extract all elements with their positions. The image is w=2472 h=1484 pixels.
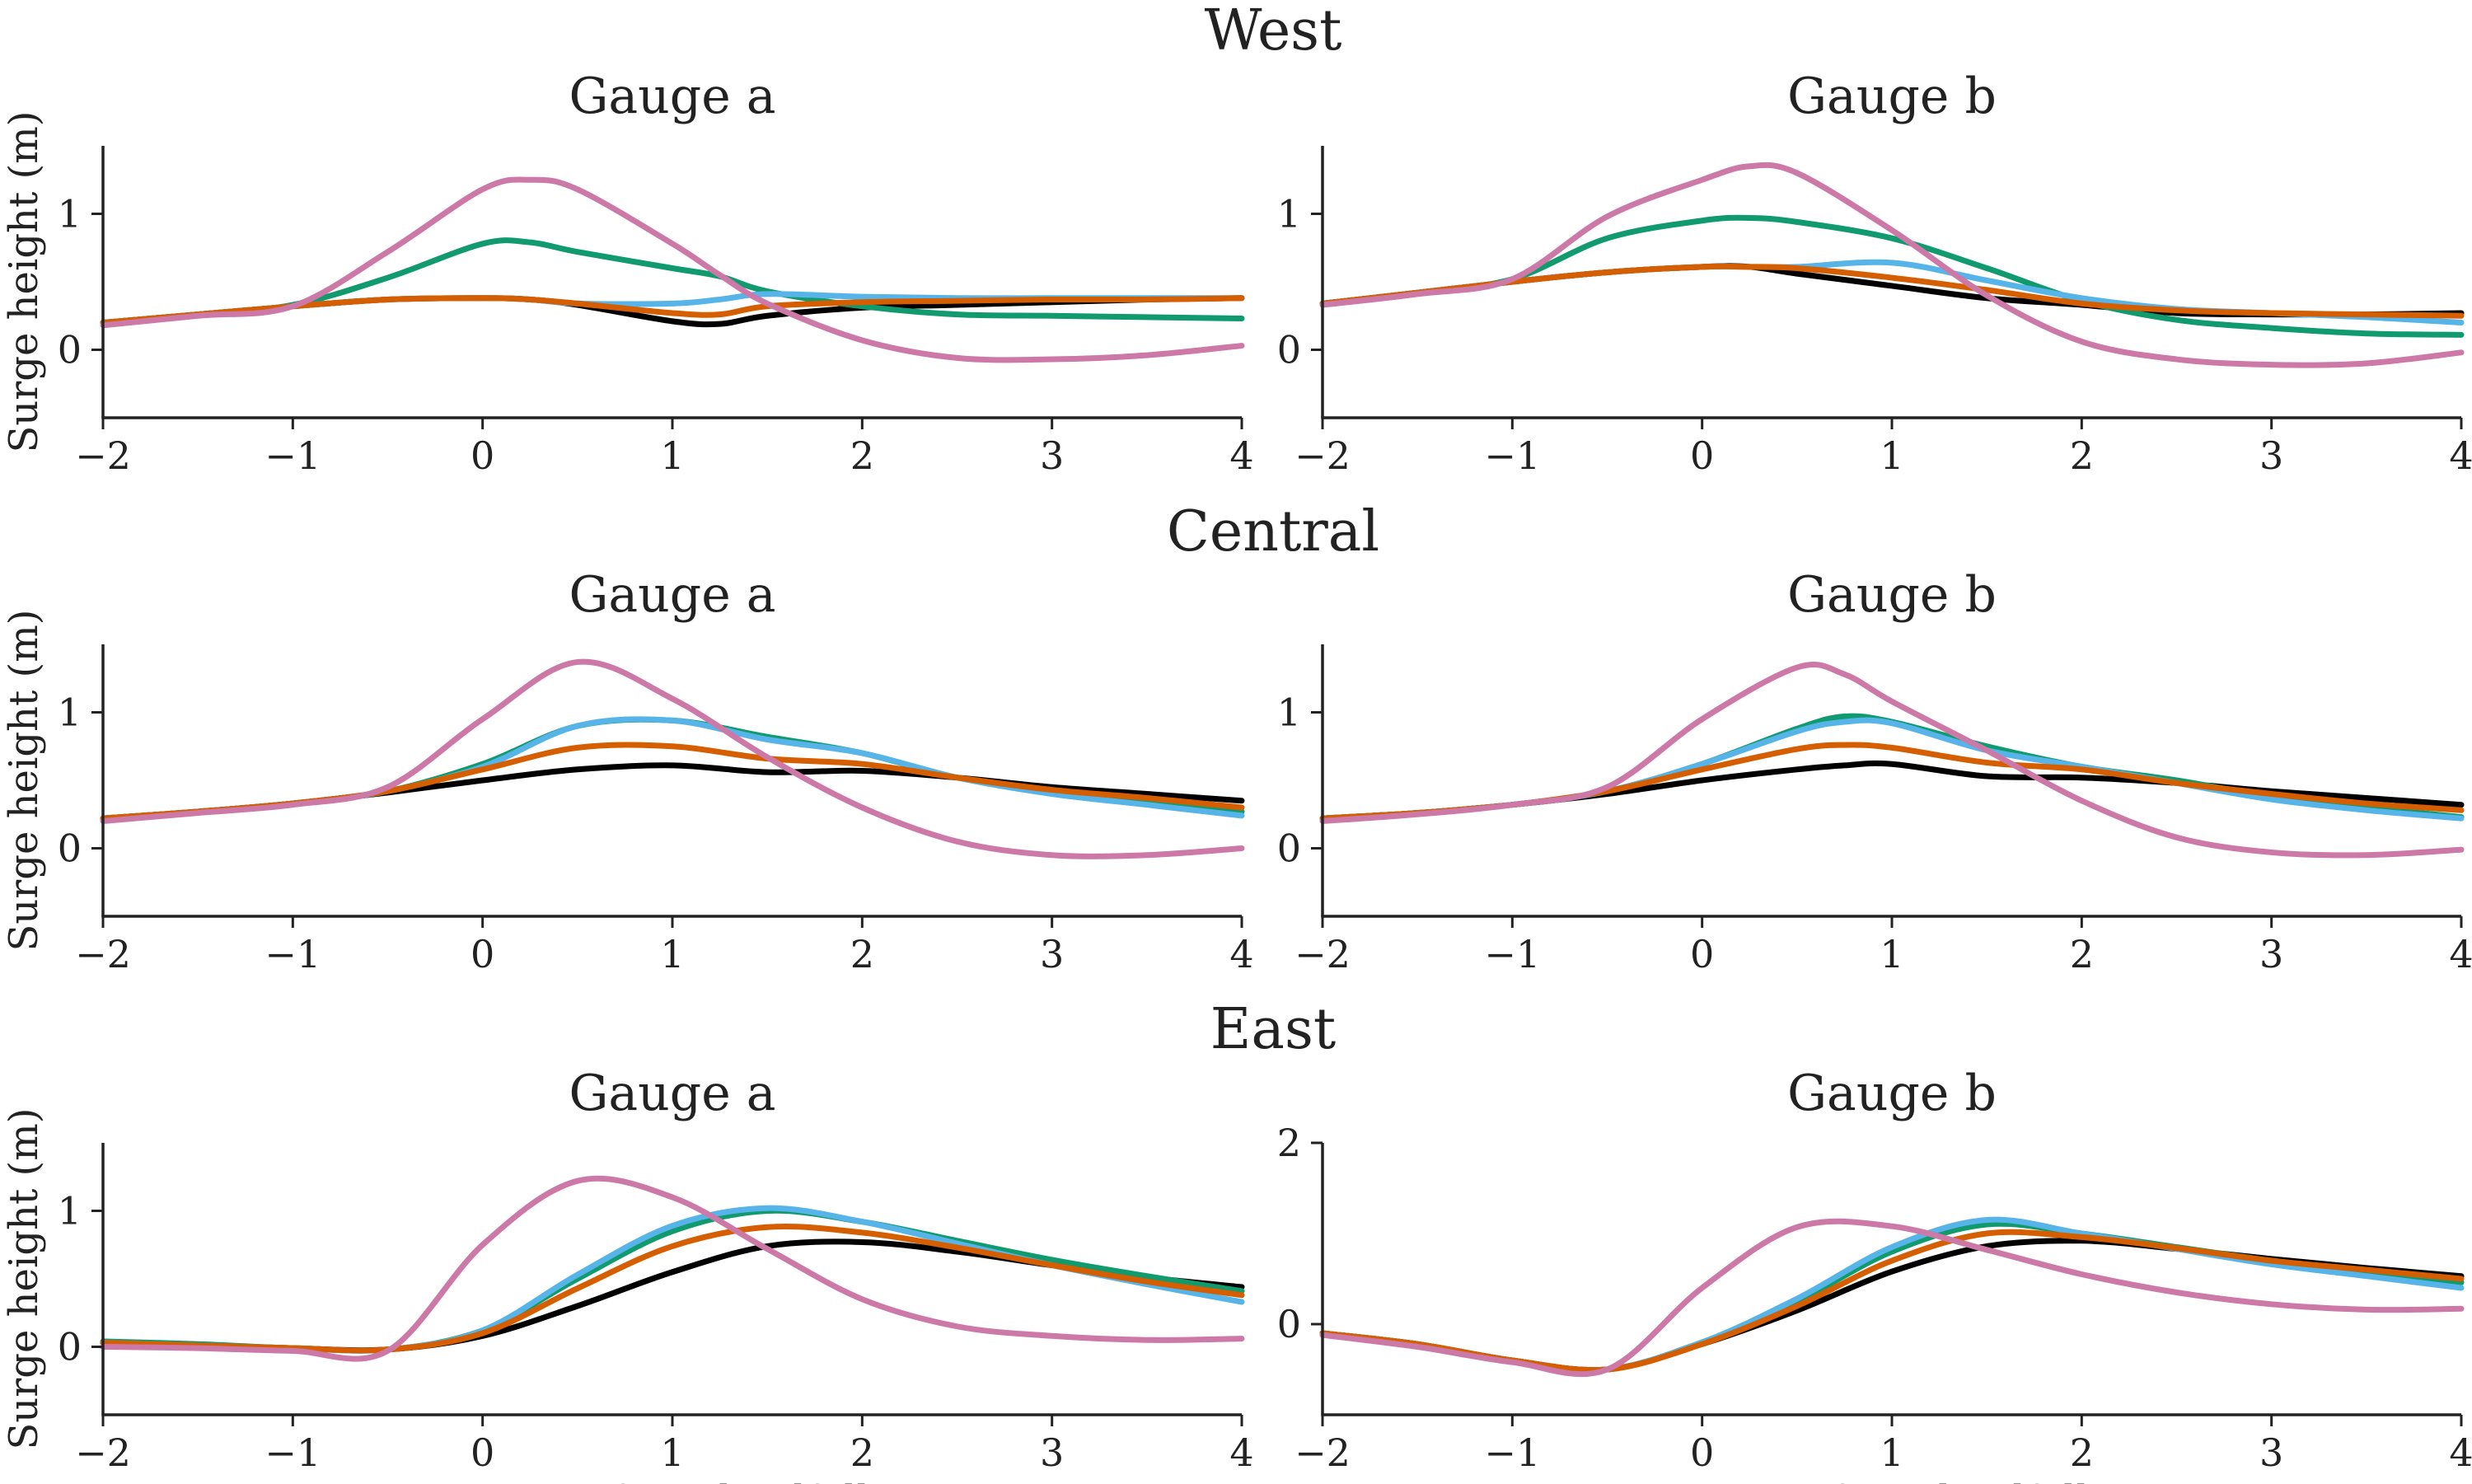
- panel-title: Gauge a: [569, 68, 775, 125]
- x-tick-label: −2: [75, 932, 131, 976]
- series-line-sky: [1319, 717, 2465, 822]
- panel-6: Gauge b −2 −1 0 1 2 3 4 0 2 Hours from landfall: [1277, 1065, 2472, 1484]
- series-line-pink: [1319, 662, 2465, 859]
- y-tick-label: 1: [1277, 691, 1301, 735]
- x-tick-label: 1: [660, 433, 684, 478]
- x-tick-label: 1: [1880, 932, 1903, 976]
- x-tick-label: −1: [1484, 433, 1540, 478]
- series-group: [100, 658, 1245, 859]
- x-tick-label: 2: [850, 433, 874, 478]
- y-tick-label: 0: [1277, 1302, 1301, 1346]
- x-tick-label: 0: [1690, 1430, 1714, 1475]
- x-tick-label: −2: [75, 1430, 131, 1475]
- panel-2: Gauge b −2 −1 0 1 2 3 4 0 1: [1277, 68, 2472, 478]
- x-tick-label: 3: [2259, 1430, 2283, 1475]
- row-title-west: West: [1205, 0, 1342, 63]
- x-tick-label: 2: [2070, 1430, 2094, 1475]
- panel-title: Gauge a: [569, 566, 775, 624]
- x-tick-label: 0: [1690, 932, 1714, 976]
- x-tick-label: 0: [1690, 433, 1714, 478]
- series-line-sky: [1319, 1216, 2465, 1374]
- y-tick-label: 2: [1277, 1121, 1301, 1165]
- series-line-pink: [100, 658, 1245, 859]
- x-tick-label: 0: [471, 932, 494, 976]
- x-tick-label: 3: [1040, 932, 1064, 976]
- x-tick-label: −1: [1484, 932, 1540, 976]
- row-title-central: Central: [1167, 499, 1379, 564]
- series-line-black: [1319, 263, 2465, 318]
- series-line-black: [100, 1238, 1245, 1354]
- panel-title: Gauge b: [1787, 1065, 1997, 1122]
- series-line-pink: [1319, 162, 2465, 368]
- y-tick-label: 1: [58, 691, 82, 735]
- y-tick-label: 0: [1277, 826, 1301, 871]
- x-tick-label: 3: [1040, 433, 1064, 478]
- series-group: [100, 1175, 1245, 1362]
- x-tick-label: 4: [1229, 1430, 1253, 1475]
- series-group: [1319, 1216, 2465, 1378]
- series-line-green: [100, 1207, 1245, 1354]
- y-tick-label: 0: [58, 1325, 82, 1369]
- x-tick-label: 4: [2449, 932, 2472, 976]
- panel-title: Gauge b: [1787, 68, 1997, 125]
- x-tick-label: 3: [2259, 433, 2283, 478]
- panel-4: Gauge b −2 −1 0 1 2 3 4 0 1: [1277, 566, 2472, 976]
- series-group: [1319, 662, 2465, 859]
- x-tick-label: −2: [1295, 932, 1351, 976]
- x-tick-label: −1: [265, 932, 321, 976]
- x-tick-label: 3: [2259, 932, 2283, 976]
- series-line-orange: [1319, 263, 2465, 319]
- panel-title: Gauge a: [569, 1065, 775, 1122]
- x-tick-label: −1: [265, 433, 321, 478]
- y-tick-label: 0: [58, 826, 82, 871]
- x-tick-label: 2: [2070, 932, 2094, 976]
- x-tick-label: −2: [1295, 1430, 1351, 1475]
- x-tick-label: 1: [1880, 433, 1903, 478]
- y-tick-label: 1: [58, 1189, 82, 1234]
- x-tick-label: 0: [471, 1430, 494, 1475]
- series-line-pink: [100, 176, 1245, 363]
- series-group: [100, 176, 1245, 363]
- x-axis-label: Hours from landfall: [475, 1477, 869, 1484]
- x-tick-label: 3: [1040, 1430, 1064, 1475]
- y-tick-label: 1: [1277, 192, 1301, 236]
- x-tick-label: 2: [850, 1430, 874, 1475]
- x-tick-label: 0: [471, 433, 494, 478]
- y-axis-label: Surge height (m): [1, 1108, 47, 1450]
- series-group: [1319, 162, 2465, 368]
- x-tick-label: 4: [2449, 433, 2472, 478]
- x-tick-label: −1: [265, 1430, 321, 1475]
- x-tick-label: −1: [1484, 1430, 1540, 1475]
- y-tick-label: 0: [58, 328, 82, 372]
- x-tick-label: 2: [850, 932, 874, 976]
- x-tick-label: 1: [660, 1430, 684, 1475]
- y-axis-label: Surge height (m): [1, 610, 47, 952]
- row-titles: West Central East: [1167, 0, 1379, 1062]
- series-line-pink: [100, 1175, 1245, 1362]
- x-tick-label: 4: [2449, 1430, 2472, 1475]
- x-tick-label: 1: [1880, 1430, 1903, 1475]
- x-tick-label: 1: [660, 932, 684, 976]
- y-tick-label: 0: [1277, 328, 1301, 372]
- x-tick-label: 2: [2070, 433, 2094, 478]
- x-axis-label: Hours from landfall: [1695, 1477, 2089, 1484]
- series-line-black: [1319, 760, 2465, 822]
- series-line-pink: [1319, 1218, 2465, 1378]
- panel-title: Gauge b: [1787, 566, 1997, 624]
- y-tick-label: 1: [58, 192, 82, 236]
- x-tick-label: −2: [75, 433, 131, 478]
- row-title-east: East: [1210, 997, 1336, 1062]
- series-line-orange: [100, 295, 1245, 325]
- x-tick-label: 4: [1229, 433, 1253, 478]
- y-axis-label: Surge height (m): [1, 111, 47, 453]
- series-line-orange: [100, 1224, 1245, 1354]
- x-tick-label: 4: [1229, 932, 1253, 976]
- x-tick-label: −2: [1295, 433, 1351, 478]
